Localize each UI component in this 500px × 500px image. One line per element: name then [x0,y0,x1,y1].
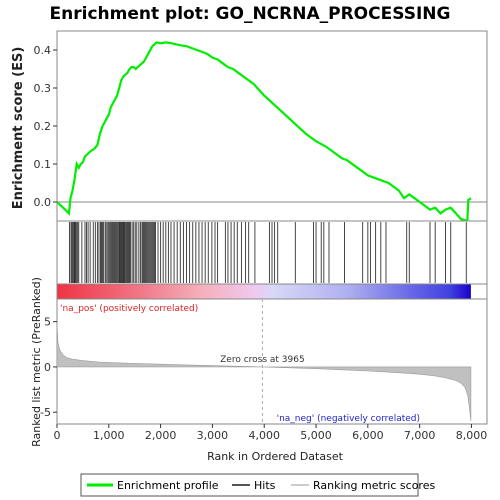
legend-label-metric: Ranking metric scores [313,479,435,492]
ranked-list-gradient [57,284,471,299]
es-y-axis-label: Enrichment score (ES) [11,47,26,210]
x-tick-label: 4,000 [248,429,280,442]
chart-title: Enrichment plot: GO_NCRNA_PROCESSING [50,4,451,24]
x-tick-label: 7,000 [404,429,436,442]
x-tick-label: 1,000 [93,429,125,442]
metric-y-tick-label: 0 [44,361,51,374]
pos-correlated-label: 'na_pos' (positively correlated) [60,304,198,314]
es-y-tick-label: 0.3 [34,82,52,95]
legend-label-enrichment: Enrichment profile [117,479,219,492]
legend-label-hits: Hits [254,479,276,492]
legend: Enrichment profile Hits Ranking metric s… [81,474,435,496]
x-tick-label: 0 [54,429,61,442]
x-axis-title: Rank in Ordered Dataset [207,450,344,463]
x-tick-label: 3,000 [197,429,229,442]
es-panel: 0.0 0.1 0.2 0.3 0.4 [34,31,488,221]
ranked-list-color-bar [57,284,487,299]
es-panel-frame [57,31,487,221]
x-tick-label: 6,000 [352,429,384,442]
x-tick-label: 5,000 [300,429,332,442]
es-y-tick-label: 0.4 [34,44,52,57]
neg-correlated-label: 'na_neg' (negatively correlated) [277,414,420,424]
x-tick-label: 2,000 [145,429,177,442]
x-tick-label: 8,000 [456,429,488,442]
metric-y-axis-label: Ranked list metric (PreRanked) [30,277,43,447]
hits-panel [57,221,487,284]
metric-panel: -505 Zero cross at 3965 'na_pos' (positi… [40,299,487,424]
es-y-tick-label: 0.0 [34,196,52,209]
metric-y-tick-label: 5 [44,316,51,329]
zero-cross-label: Zero cross at 3965 [220,355,305,365]
es-y-tick-label: 0.1 [34,158,52,171]
es-y-tick-label: 0.2 [34,120,52,133]
